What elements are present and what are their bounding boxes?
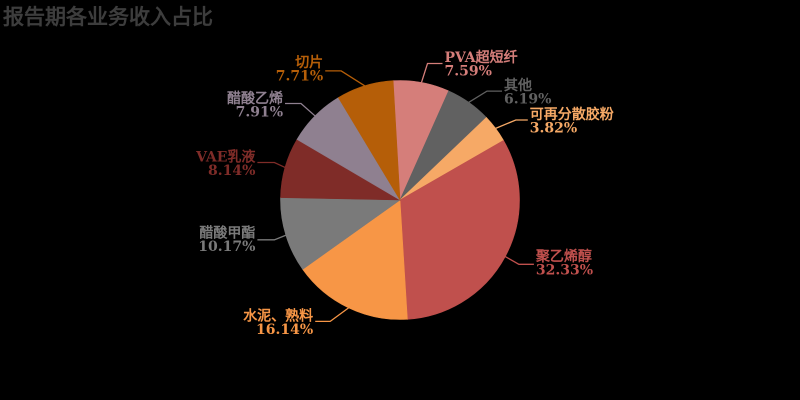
slice-label-value-7: 7.91% — [236, 104, 283, 120]
label-leader-5 — [257, 234, 287, 241]
pie-slice-4[interactable] — [302, 199, 408, 320]
pie-slice-3[interactable] — [399, 139, 520, 320]
label-leader-6 — [257, 161, 286, 169]
slice-label-value-3: 32.33% — [536, 263, 593, 279]
slice-label-name-0: PVA超短纤 — [445, 49, 518, 66]
pie-slice-5[interactable] — [280, 197, 401, 270]
slice-label-value-1: 6.19% — [504, 91, 551, 107]
slice-label-name-4: 水泥、熟料 — [243, 308, 313, 325]
slice-label-name-3: 聚乙烯醇 — [535, 248, 592, 265]
label-leader-3 — [504, 256, 534, 265]
label-leader-7 — [285, 102, 316, 117]
slice-label-value-4: 16.14% — [256, 322, 313, 338]
slice-label-value-5: 10.17% — [198, 239, 255, 255]
slice-label-value-0: 7.59% — [445, 63, 492, 79]
slice-label-value-6: 8.14% — [208, 163, 255, 179]
slice-label-name-7: 醋酸乙烯 — [227, 90, 283, 107]
label-leader-1 — [468, 90, 502, 103]
slice-label-name-2: 可再分散胶粉 — [530, 106, 614, 123]
slice-label-name-6: VAE乳液 — [195, 149, 256, 166]
slice-label-value-8: 7.71% — [276, 69, 323, 85]
label-leader-2 — [495, 119, 528, 129]
slice-label-value-2: 3.82% — [530, 121, 577, 137]
pie-slice-8[interactable] — [337, 80, 401, 201]
label-leader-0 — [420, 62, 443, 83]
label-leader-8 — [325, 70, 366, 87]
slice-label-name-8: 切片 — [295, 54, 323, 71]
slice-label-name-5: 醋酸甲酯 — [199, 225, 255, 242]
slice-label-name-1: 其他 — [504, 77, 532, 94]
chart-title: 报告期各业务收入占比 — [3, 4, 213, 29]
label-leader-4 — [315, 307, 349, 323]
